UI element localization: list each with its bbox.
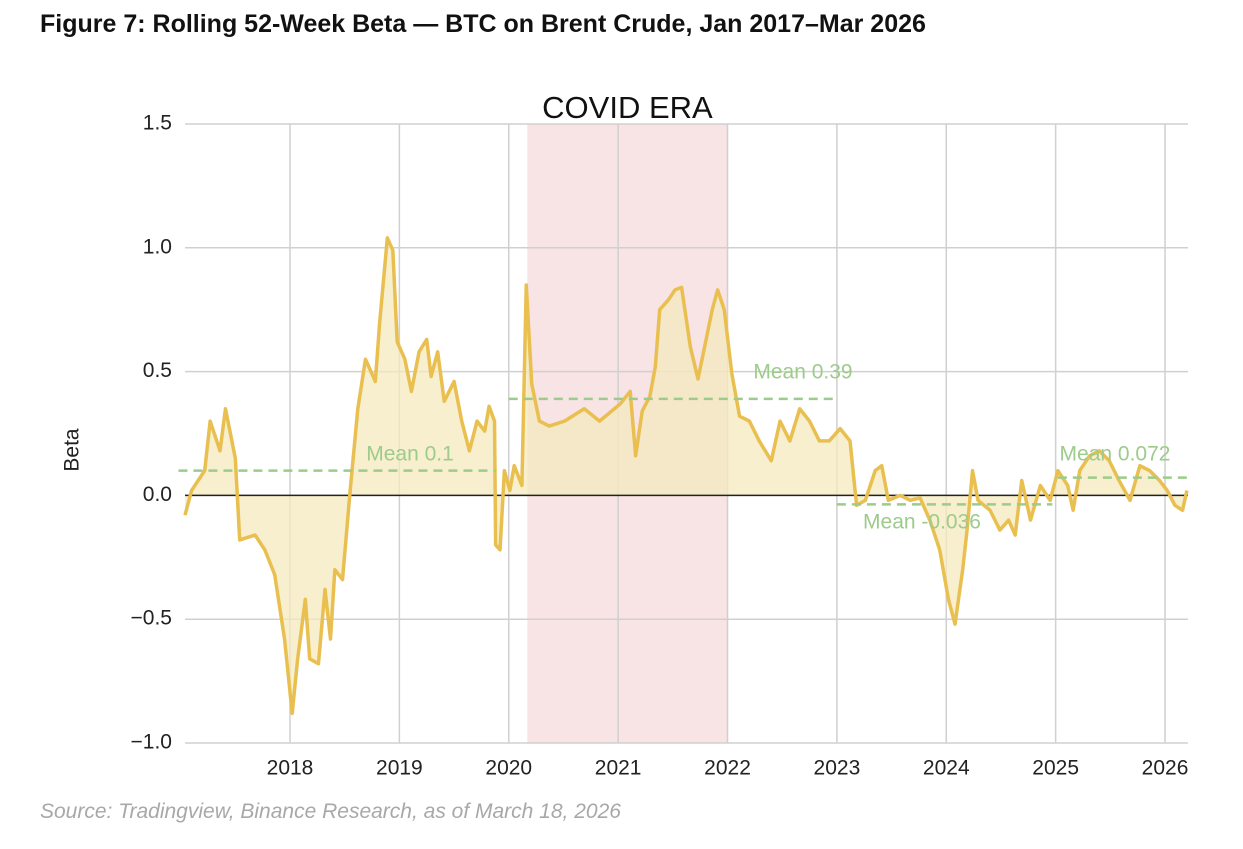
mean-label: Mean 0.072 — [1060, 443, 1171, 466]
source-note: Source: Tradingview, Binance Research, a… — [40, 800, 621, 823]
y-tick-label: 1.0 — [143, 235, 172, 258]
x-tick-label: 2025 — [1032, 757, 1079, 780]
x-tick-label: 2020 — [485, 757, 532, 780]
y-tick-label: 1.5 — [143, 112, 172, 135]
x-tick-label: 2024 — [923, 757, 970, 780]
mean-label: Mean 0.39 — [753, 361, 852, 384]
y-tick-label: −0.5 — [131, 607, 172, 630]
figure-title: Figure 7: Rolling 52-Week Beta — BTC on … — [40, 10, 926, 38]
y-tick-label: −1.0 — [131, 731, 172, 754]
x-tick-label: 2023 — [814, 757, 861, 780]
mean-label: Mean 0.1 — [366, 443, 454, 466]
beta-line — [183, 236, 1189, 716]
area-fill — [185, 237, 1187, 714]
y-tick-label: 0.5 — [143, 359, 172, 382]
region-label: COVID ERA — [542, 90, 713, 125]
y-tick-label: 0.0 — [143, 483, 172, 506]
x-tick-label: 2022 — [704, 757, 751, 780]
y-axis-label: Beta — [61, 428, 84, 472]
mean-label: Mean -0.036 — [863, 511, 981, 534]
x-tick-label: 2018 — [267, 757, 314, 780]
x-tick-label: 2021 — [595, 757, 642, 780]
x-tick-label: 2026 — [1142, 757, 1189, 780]
x-tick-label: 2019 — [376, 757, 423, 780]
